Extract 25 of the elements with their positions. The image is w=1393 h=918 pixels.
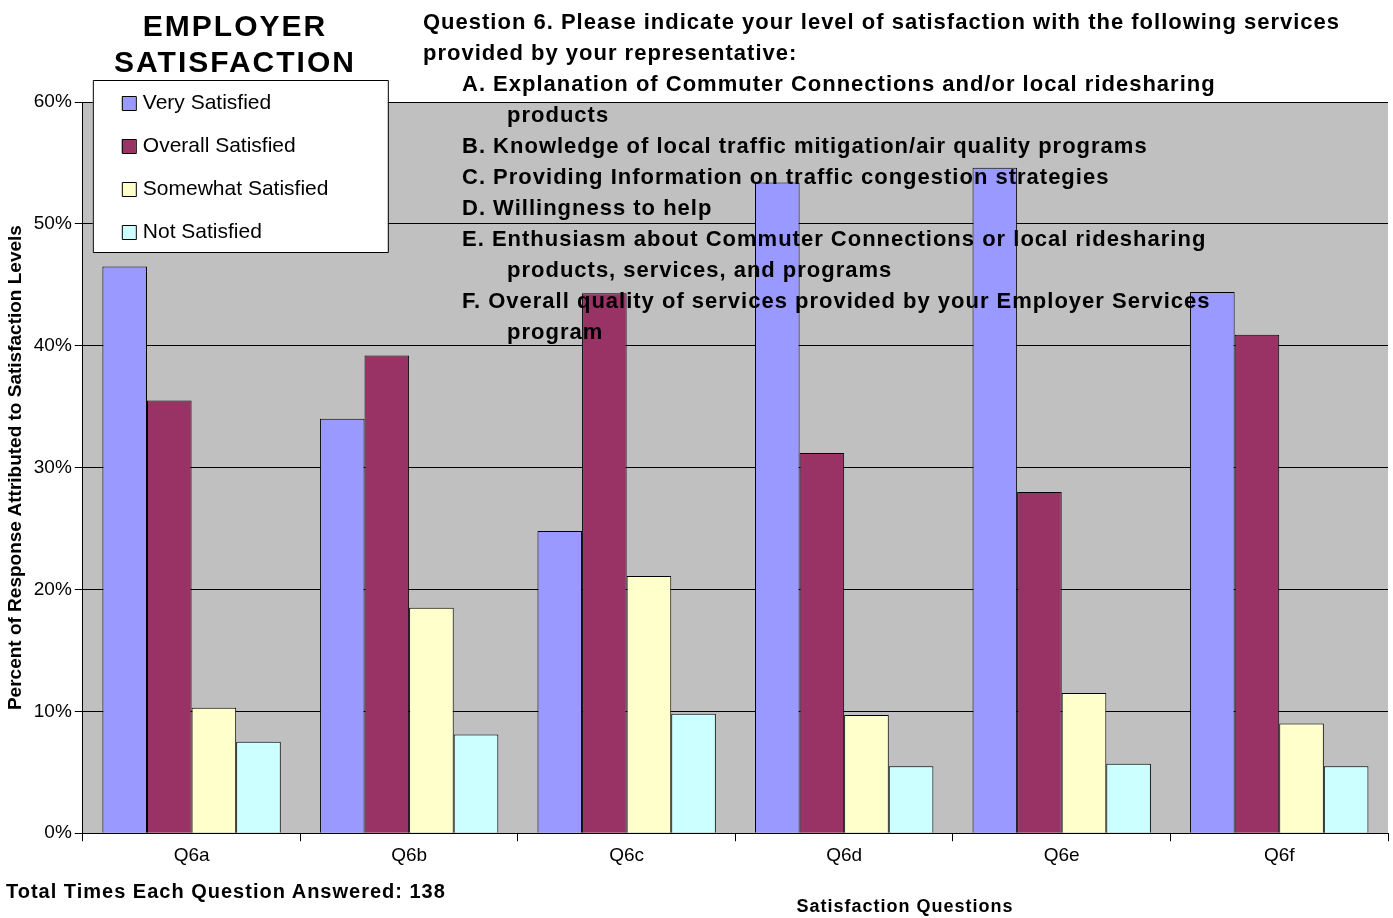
annotation: B. Knowledge of local traffic mitigation/air quality programs [462, 132, 1149, 160]
x-tick-label: Q6f [1263, 843, 1296, 865]
annotation: A. Explanation of Commuter Connections and/or local ridesharing products [462, 70, 1217, 129]
annotation: D. Willingness to help [462, 194, 714, 222]
x-axis-title: Satisfaction Questions [795, 896, 1015, 917]
y-tick-label: 50% [33, 212, 72, 234]
y-tick-label: 20% [33, 577, 72, 599]
legend-label: Not Satisfied [142, 218, 262, 242]
x-tick-label: Q6a [173, 843, 210, 865]
chart-subtitle: Question 6. Please indicate your level of satisfaction with the following services provided by your representative: [423, 8, 1341, 67]
legend-label: Very Satisfied [142, 89, 272, 113]
text: Total Times Each Question Answered: 138 [6, 880, 446, 903]
legend-label: Overall Satisfied [142, 132, 296, 156]
y-tick-label: 60% [33, 90, 72, 112]
y-axis-title: Percent of Response Attributed to Satisfaction Levels [3, 225, 25, 711]
chart-title: EMPLOYER SATISFACTION [113, 8, 357, 80]
y-tick-label: 0% [44, 821, 72, 843]
legend-label: Somewhat Satisfied [142, 175, 329, 199]
x-tick-label: Q6e [1043, 843, 1080, 865]
x-tick-label: Q6d [826, 843, 863, 865]
x-tick-label: Q6c [609, 843, 645, 865]
y-tick-label: 30% [33, 455, 72, 477]
y-tick-label: 10% [33, 699, 72, 721]
y-tick-label: 40% [33, 333, 72, 355]
x-tick-label: Q6b [391, 843, 428, 865]
